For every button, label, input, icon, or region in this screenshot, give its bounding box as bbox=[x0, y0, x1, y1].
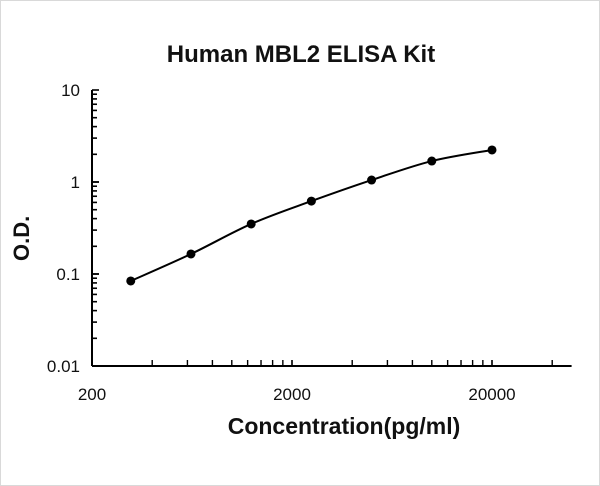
data-point-marker bbox=[186, 249, 196, 259]
data-points bbox=[126, 145, 497, 286]
y-tick-label: 0.1 bbox=[56, 265, 80, 284]
data-point-marker bbox=[427, 156, 437, 166]
x-tick-label: 20000 bbox=[468, 385, 515, 404]
data-point-marker bbox=[126, 276, 136, 286]
y-tick-label: 0.01 bbox=[47, 357, 80, 376]
x-axis-label: Concentration(pg/ml) bbox=[227, 413, 461, 439]
data-point-marker bbox=[246, 219, 256, 229]
standard-curve-line bbox=[130, 148, 493, 282]
x-tick-label: 200 bbox=[78, 385, 106, 404]
data-point-marker bbox=[487, 145, 497, 155]
y-tick-label: 10 bbox=[61, 81, 80, 100]
tick-labels: 10 1 0.1 0.01 200 2000 20000 bbox=[47, 81, 516, 404]
axes bbox=[91, 89, 572, 367]
data-point-marker bbox=[306, 196, 316, 206]
chart-title: Human MBL2 ELISA Kit bbox=[166, 41, 436, 68]
data-point-marker bbox=[367, 175, 377, 185]
y-tick-label: 1 bbox=[71, 173, 80, 192]
x-tick-label: 2000 bbox=[273, 385, 311, 404]
